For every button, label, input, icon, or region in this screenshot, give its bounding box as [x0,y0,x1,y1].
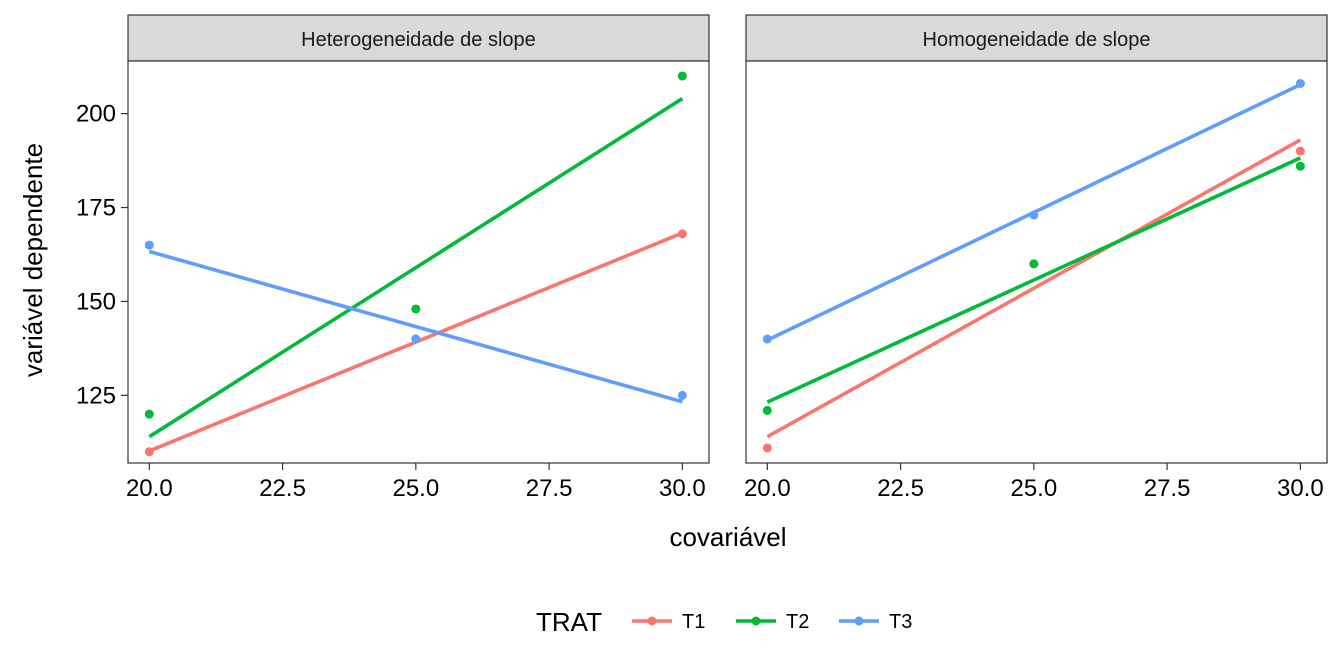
facet-strip-label: Homogeneidade de slope [923,29,1151,51]
series-t2 [144,71,687,439]
x-tick-label: 27.5 [1144,475,1191,502]
x-tick-label: 22.5 [259,475,306,502]
x-tick-label: 27.5 [526,475,573,502]
legend-label: T2 [786,611,809,633]
y-tick-label: 125 [76,382,116,409]
x-tick-label: 25.0 [1010,475,1057,502]
data-point-t1 [144,447,154,457]
panel-border [127,60,710,464]
plot-panels: Heterogeneidade de slope 20.0 22.5 25.0 27.5… [76,14,1328,502]
x-tick-label: 25.0 [392,475,439,502]
data-point-t2 [1295,161,1305,171]
data-point-t3 [762,334,772,344]
data-point-t2 [762,405,772,415]
facet-panel-1: Heterogeneidade de slope 20.0 22.5 25.0 27.5… [76,14,710,502]
legend-item-t3: T3 [839,611,912,633]
data-point-t2 [144,409,154,419]
y-axis-title: variável dependente [18,143,48,377]
x-axis-title: covariável [669,522,786,552]
legend-item-t2: T2 [736,611,809,633]
legend-key-point [854,616,864,626]
legend-title: TRAT [536,607,602,637]
data-point-t1 [1295,146,1305,156]
legend-label: T1 [682,611,705,633]
data-point-t2 [411,304,421,314]
x-tick-label: 22.5 [877,475,924,502]
legend-label: T3 [889,611,912,633]
fit-line-t2 [766,156,1302,404]
y-tick-label: 200 [76,101,116,128]
x-tick-label: 30.0 [1277,475,1324,502]
data-point-t3 [144,240,154,250]
data-point-t3 [1295,79,1305,89]
facet-strip-label: Heterogeneidade de slope [301,29,536,51]
legend-key-point [751,616,761,626]
data-point-t2 [677,71,687,81]
x-tick-label: 20.0 [126,475,173,502]
fit-line-t2 [148,97,684,439]
data-point-t3 [677,390,687,400]
legend-item-t1: T1 [632,611,705,633]
data-point-t3 [411,334,421,344]
facet-panel-2: Homogeneidade de slope 20.0 22.5 25.0 27.5 30… [744,14,1328,502]
legend: TRAT T1 T2 T3 [536,607,912,637]
data-point-t1 [762,443,772,453]
y-tick-label: 150 [76,288,116,315]
y-tick-label: 175 [76,195,116,222]
series-t3 [144,240,687,404]
facet-strip [745,14,1328,62]
data-point-t2 [1029,259,1039,269]
data-point-t3 [1029,210,1039,220]
x-tick-label: 30.0 [659,475,706,502]
legend-key-point [647,616,657,626]
data-point-t1 [677,229,687,239]
fit-line-t3 [148,249,683,404]
fit-line-t1 [766,138,1302,439]
x-tick-label: 20.0 [744,475,791,502]
series-t3 [762,79,1305,344]
facet-strip [127,14,710,62]
series-t2 [762,156,1305,415]
